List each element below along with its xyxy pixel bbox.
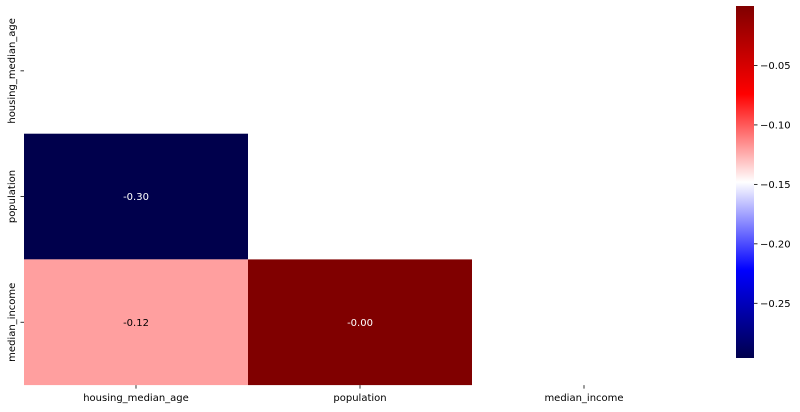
- x-tick-label: housing_median_age: [83, 393, 189, 404]
- cell-annotations: -0.30 -0.12 -0.00: [123, 192, 373, 329]
- heatmap-cell: [248, 259, 472, 386]
- colorbar-tick-label: −0.05: [760, 61, 791, 72]
- heatmap-cells: [24, 133, 472, 386]
- y-axis: housing_median_age population median_incom…: [7, 18, 24, 362]
- x-tick-label: population: [333, 393, 386, 404]
- colorbar-tick-label: −0.10: [760, 120, 791, 131]
- cell-value-label: -0.30: [123, 192, 149, 203]
- x-tick-label: median_income: [544, 393, 623, 404]
- colorbar-tick-label: −0.15: [760, 180, 791, 191]
- colorbar-tick-label: −0.20: [760, 239, 791, 250]
- colorbar-ticks: −0.25 −0.20 −0.15 −0.10 −0.05: [754, 61, 791, 310]
- x-axis: housing_median_age population median_incom…: [83, 385, 624, 404]
- cell-value-label: -0.12: [123, 318, 149, 329]
- y-tick-label: housing_median_age: [7, 18, 18, 124]
- cell-value-label: -0.00: [347, 318, 373, 329]
- y-tick-label: population: [7, 170, 18, 223]
- heatmap-cell: [24, 133, 248, 260]
- heatmap-cell: [24, 259, 248, 386]
- colorbar: [736, 6, 754, 358]
- colorbar-tick-label: −0.25: [760, 299, 791, 310]
- y-tick-label: median_income: [7, 283, 18, 362]
